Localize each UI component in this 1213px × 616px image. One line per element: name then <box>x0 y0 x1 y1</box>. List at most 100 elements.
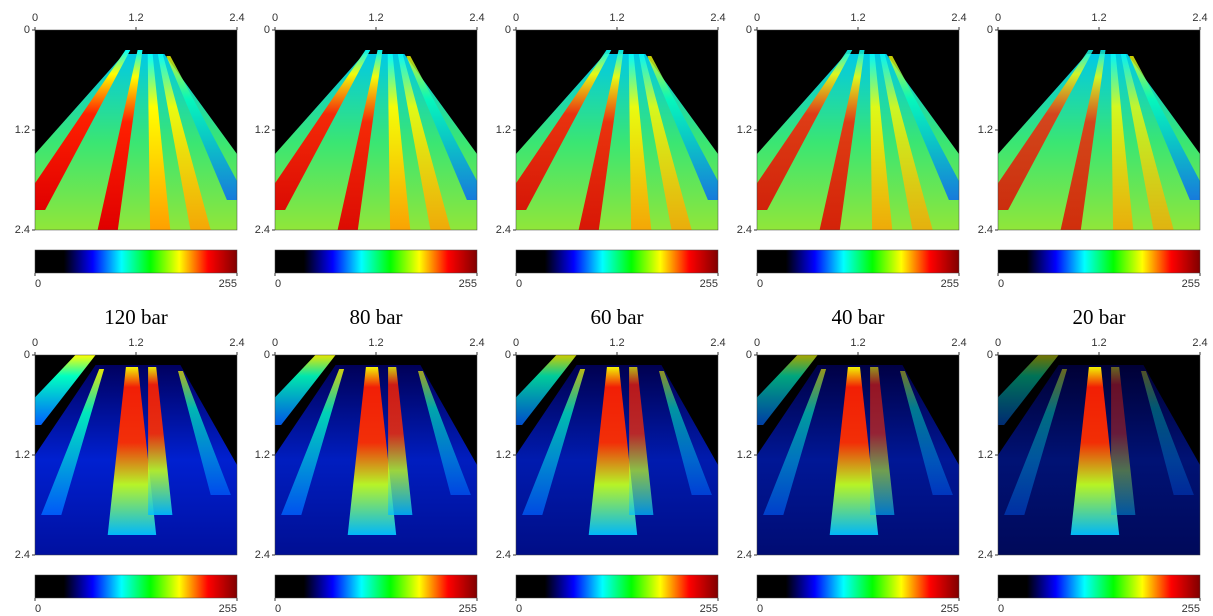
colorbar <box>757 250 959 273</box>
heatmap-image <box>17 30 247 230</box>
x-tick-label: 2.4 <box>1192 337 1207 349</box>
y-tick-label: 1.2 <box>737 124 752 136</box>
colorbar <box>998 250 1200 273</box>
y-tick-label: 1.2 <box>255 124 270 136</box>
y-tick-label: 1.2 <box>978 449 993 461</box>
colorbar-tick-label: 255 <box>1182 278 1200 290</box>
x-tick-label: 2.4 <box>951 12 966 24</box>
colorbar <box>516 250 718 273</box>
x-tick-label: 0 <box>754 12 760 24</box>
y-tick-label: 1.2 <box>496 449 511 461</box>
figure: 0 1.2 2.4 0 1.2 2.4 0 255 0 1.2 2.4 0 1.2 2.4 0 255 0 1.2… <box>0 0 1213 616</box>
x-tick-label: 1.2 <box>368 12 383 24</box>
y-tick-label: 1.2 <box>255 449 270 461</box>
x-tick-label: 1.2 <box>609 337 624 349</box>
y-tick-label: 1.2 <box>737 449 752 461</box>
colorbar-tick-label: 255 <box>459 603 477 615</box>
colorbar-tick-label: 0 <box>35 603 41 615</box>
x-tick-label: 2.4 <box>229 337 244 349</box>
x-tick-label: 0 <box>995 337 1001 349</box>
heatmap-image <box>980 30 1210 230</box>
colorbar-tick-label: 255 <box>459 278 477 290</box>
x-tick-label: 1.2 <box>1091 12 1106 24</box>
y-tick-label: 0 <box>264 349 270 361</box>
colorbar-tick-label: 255 <box>941 603 959 615</box>
column-label: 120 bar <box>104 305 168 329</box>
column-label: 20 bar <box>1072 305 1125 329</box>
y-tick-label: 0 <box>987 24 993 36</box>
x-tick-label: 2.4 <box>710 12 725 24</box>
x-tick-label: 0 <box>32 337 38 349</box>
colorbar <box>275 250 477 273</box>
x-tick-label: 0 <box>995 12 1001 24</box>
colorbar-tick-label: 0 <box>998 278 1004 290</box>
y-tick-label: 0 <box>987 349 993 361</box>
colorbar <box>998 575 1200 598</box>
x-tick-label: 2.4 <box>1192 12 1207 24</box>
y-tick-label: 2.4 <box>978 224 993 236</box>
heatmap-image <box>249 355 477 555</box>
colorbar <box>516 575 718 598</box>
x-tick-label: 1.2 <box>128 12 143 24</box>
y-tick-label: 0 <box>264 24 270 36</box>
y-tick-label: 2.4 <box>15 549 30 561</box>
heatmap-image <box>731 355 959 555</box>
x-tick-label: 2.4 <box>469 337 484 349</box>
x-tick-label: 1.2 <box>850 12 865 24</box>
y-tick-label: 0 <box>24 349 30 361</box>
x-tick-label: 0 <box>32 12 38 24</box>
y-tick-label: 2.4 <box>737 549 752 561</box>
heatmap-image <box>498 30 728 230</box>
y-tick-label: 2.4 <box>255 549 270 561</box>
x-tick-label: 2.4 <box>229 12 244 24</box>
y-tick-label: 1.2 <box>15 449 30 461</box>
x-tick-label: 1.2 <box>609 12 624 24</box>
x-tick-label: 0 <box>272 12 278 24</box>
column-label: 80 bar <box>349 305 402 329</box>
colorbar <box>35 250 237 273</box>
colorbar-tick-label: 255 <box>219 278 237 290</box>
colorbar-tick-label: 0 <box>275 603 281 615</box>
y-tick-label: 2.4 <box>15 224 30 236</box>
colorbar-tick-label: 255 <box>700 278 718 290</box>
column-label: 40 bar <box>831 305 884 329</box>
x-tick-label: 0 <box>513 337 519 349</box>
heatmap-image <box>739 30 969 230</box>
y-tick-label: 1.2 <box>15 124 30 136</box>
colorbar-tick-label: 0 <box>998 603 1004 615</box>
x-tick-label: 1.2 <box>850 337 865 349</box>
colorbar-tick-label: 0 <box>757 603 763 615</box>
y-tick-label: 0 <box>505 349 511 361</box>
x-tick-label: 0 <box>754 337 760 349</box>
colorbar-tick-label: 255 <box>941 278 959 290</box>
x-tick-label: 0 <box>272 337 278 349</box>
x-tick-label: 1.2 <box>1091 337 1106 349</box>
x-tick-label: 2.4 <box>951 337 966 349</box>
x-tick-label: 1.2 <box>128 337 143 349</box>
colorbar-tick-label: 255 <box>219 603 237 615</box>
y-tick-label: 2.4 <box>737 224 752 236</box>
colorbar-tick-label: 255 <box>1182 603 1200 615</box>
colorbar <box>757 575 959 598</box>
y-tick-label: 0 <box>505 24 511 36</box>
heatmap-image <box>972 355 1200 555</box>
heatmap-image <box>490 355 718 555</box>
heatmap-image <box>9 355 237 555</box>
y-tick-label: 2.4 <box>255 224 270 236</box>
y-tick-label: 2.4 <box>496 224 511 236</box>
y-tick-label: 1.2 <box>978 124 993 136</box>
y-tick-label: 2.4 <box>496 549 511 561</box>
colorbar <box>35 575 237 598</box>
y-tick-label: 1.2 <box>496 124 511 136</box>
x-tick-label: 2.4 <box>469 12 484 24</box>
y-tick-label: 0 <box>746 24 752 36</box>
x-tick-label: 0 <box>513 12 519 24</box>
colorbar-tick-label: 0 <box>516 278 522 290</box>
colorbar-tick-label: 0 <box>516 603 522 615</box>
colorbar-tick-label: 0 <box>757 278 763 290</box>
colorbar-tick-label: 0 <box>275 278 281 290</box>
y-tick-label: 0 <box>746 349 752 361</box>
x-tick-label: 1.2 <box>368 337 383 349</box>
column-label: 60 bar <box>590 305 643 329</box>
colorbar-tick-label: 0 <box>35 278 41 290</box>
